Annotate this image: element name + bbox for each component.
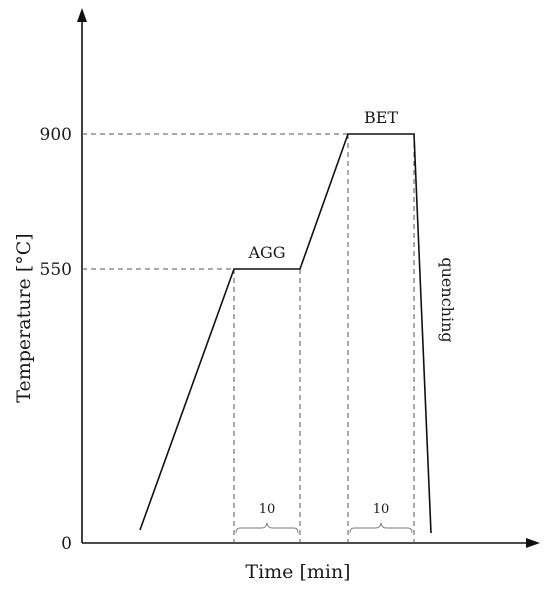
y-tick-label-0: 0 (61, 534, 72, 554)
y-tick-label-900: 900 (40, 125, 72, 145)
agg-duration-bracket (235, 522, 299, 534)
x-axis-title: Time [min] (245, 561, 350, 583)
bet-bracket-path (349, 522, 413, 534)
y-tick-label-550: 550 (40, 260, 72, 280)
bet-stage-label: BET (364, 108, 398, 127)
y-axis-title: Temperature [°C] (13, 233, 35, 402)
bet-duration-label: 10 (373, 502, 390, 517)
temperature-profile-line (139, 133, 432, 534)
reference-lines (82, 133, 415, 543)
agg-bracket-path (235, 522, 299, 534)
agg-stage-label: AGG (247, 243, 285, 262)
axes (77, 8, 540, 548)
y-axis-arrow (77, 8, 87, 22)
quenching-label: quenching (438, 257, 457, 342)
x-axis-arrow (526, 538, 540, 548)
agg-duration-label: 10 (259, 502, 276, 517)
bet-duration-bracket (349, 522, 413, 534)
y-tick-labels: 900 550 0 (40, 125, 72, 554)
